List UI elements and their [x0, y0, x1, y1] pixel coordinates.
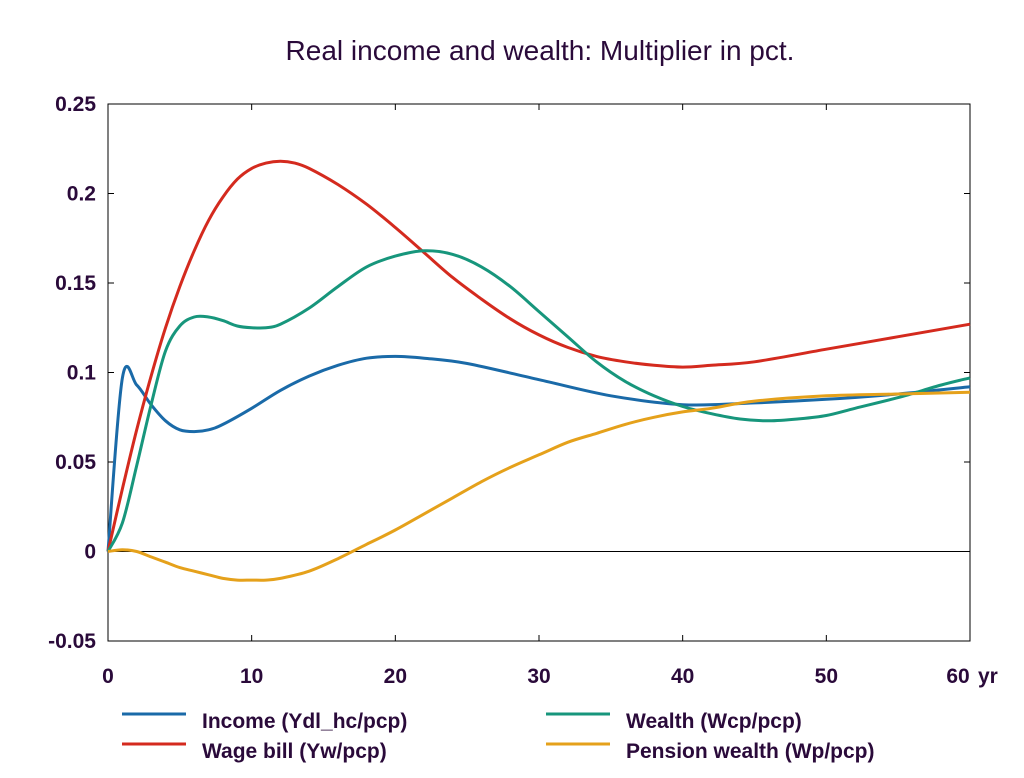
- x-tick-label: 50: [815, 665, 838, 688]
- y-tick-label: -0.05: [48, 630, 96, 653]
- x-tick-label: 10: [240, 665, 263, 688]
- x-tick-label: 60: [946, 665, 969, 688]
- series-line-wealth: [106, 249, 971, 553]
- chart-title: Real income and wealth: Multiplier in pc…: [286, 35, 795, 66]
- y-tick-label: 0.1: [67, 362, 97, 385]
- legend-label: Wage bill (Yw/pcp): [202, 740, 387, 763]
- plot-frame: [107, 103, 971, 642]
- x-tick-label: 0: [102, 665, 114, 688]
- legend: Income (Ydl_hc/pcp) Wage bill (Yw/pcp) Wea…: [122, 710, 875, 763]
- legend-label: Pension wealth (Wp/pcp): [626, 740, 875, 763]
- legend-label: Wealth (Wcp/pcp): [626, 710, 802, 733]
- y-tick-label: 0: [84, 541, 96, 564]
- y-tick-label: 0.2: [67, 183, 96, 206]
- legend-label: Income (Ydl_hc/pcp): [202, 710, 407, 733]
- plot-area: -0.05 0 0.05 0.1 0.15 0.2 0.25 0 10 20 30 40 50 60 yr: [48, 93, 998, 688]
- series-line-pension-wealth: [107, 390, 971, 582]
- x-tick-label: 40: [671, 665, 694, 688]
- series-line-income: [106, 354, 971, 552]
- x-tick-label: 20: [384, 665, 407, 688]
- y-tick-label: 0.25: [55, 93, 96, 116]
- y-tick-label: 0.15: [55, 272, 96, 295]
- y-tick-label: 0.05: [55, 451, 96, 474]
- x-tick-label: 30: [527, 665, 550, 688]
- series-line-wage-bill: [106, 159, 971, 552]
- x-unit-label: yr: [978, 665, 998, 688]
